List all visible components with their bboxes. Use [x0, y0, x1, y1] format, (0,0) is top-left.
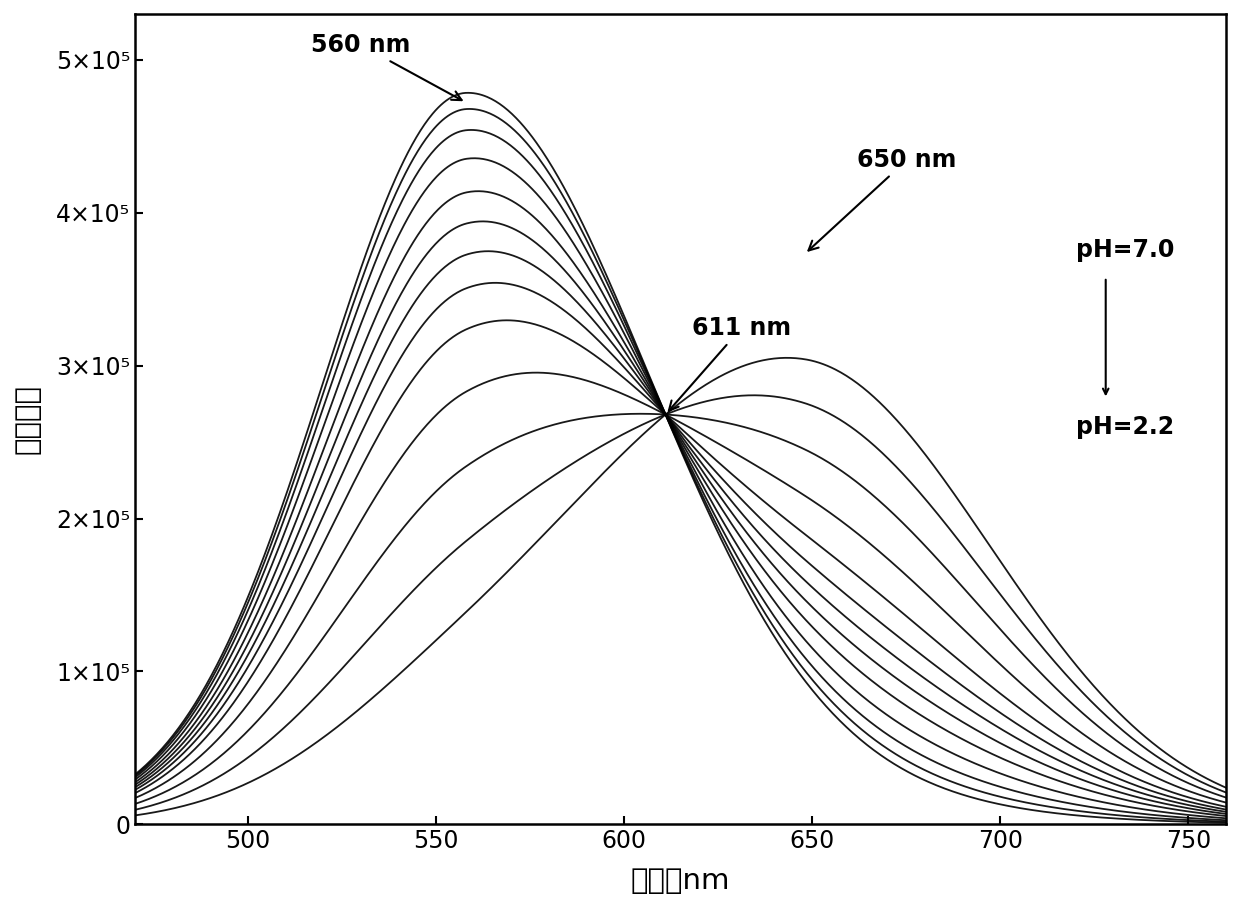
Text: pH=2.2: pH=2.2	[1075, 415, 1174, 438]
Text: 611 nm: 611 nm	[668, 316, 791, 411]
X-axis label: 波长／nm: 波长／nm	[631, 867, 730, 895]
Text: 650 nm: 650 nm	[808, 148, 957, 251]
Y-axis label: 荧光强度: 荧光强度	[14, 385, 42, 454]
Text: 560 nm: 560 nm	[311, 33, 461, 100]
Text: pH=7.0: pH=7.0	[1075, 237, 1174, 262]
